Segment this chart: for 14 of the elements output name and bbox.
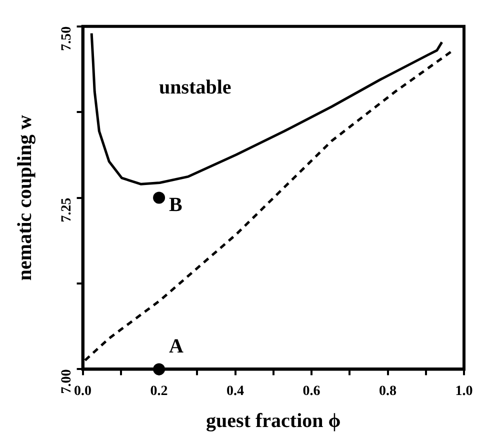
x-tick-label: 0.2 [150,384,168,400]
annotation: A [169,335,184,358]
x-axis-title: guest fraction ϕ [206,410,341,432]
annotation: unstable [159,76,232,98]
y-tick-label: 7.25 [59,198,74,222]
y-axis-title: nematic coupling w [14,114,36,281]
x-tick-label: 0.6 [302,384,320,400]
x-tick-label: 1.0 [455,384,473,400]
x-tick-label: 0.4 [226,384,244,400]
annotation: B [169,194,182,216]
x-tick-label: 0.8 [379,384,397,400]
x-tick-label: 0.0 [74,384,92,400]
y-tick-label: 7.00 [59,369,74,394]
y-tick-label: 7.50 [59,26,74,51]
